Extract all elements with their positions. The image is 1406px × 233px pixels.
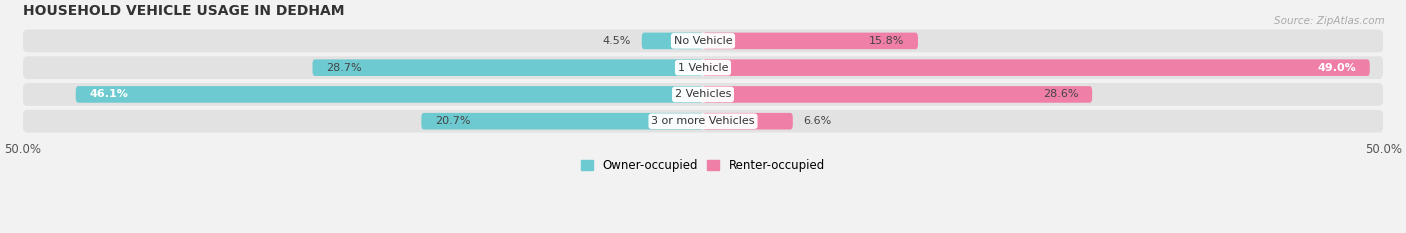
FancyBboxPatch shape (703, 33, 918, 49)
FancyBboxPatch shape (76, 86, 703, 103)
Text: HOUSEHOLD VEHICLE USAGE IN DEDHAM: HOUSEHOLD VEHICLE USAGE IN DEDHAM (22, 4, 344, 18)
Text: Source: ZipAtlas.com: Source: ZipAtlas.com (1274, 16, 1385, 26)
Text: 4.5%: 4.5% (603, 36, 631, 46)
Text: 28.6%: 28.6% (1043, 89, 1078, 99)
Text: 20.7%: 20.7% (434, 116, 471, 126)
FancyBboxPatch shape (22, 110, 1384, 133)
Text: No Vehicle: No Vehicle (673, 36, 733, 46)
FancyBboxPatch shape (22, 83, 1384, 106)
Text: 46.1%: 46.1% (90, 89, 128, 99)
FancyBboxPatch shape (312, 59, 703, 76)
Text: 49.0%: 49.0% (1317, 63, 1357, 73)
Text: 1 Vehicle: 1 Vehicle (678, 63, 728, 73)
FancyBboxPatch shape (22, 30, 1384, 52)
Text: 6.6%: 6.6% (804, 116, 832, 126)
FancyBboxPatch shape (703, 86, 1092, 103)
Text: 3 or more Vehicles: 3 or more Vehicles (651, 116, 755, 126)
FancyBboxPatch shape (22, 56, 1384, 79)
Legend: Owner-occupied, Renter-occupied: Owner-occupied, Renter-occupied (576, 154, 830, 176)
Text: 28.7%: 28.7% (326, 63, 361, 73)
Text: 2 Vehicles: 2 Vehicles (675, 89, 731, 99)
FancyBboxPatch shape (703, 59, 1369, 76)
FancyBboxPatch shape (641, 33, 703, 49)
FancyBboxPatch shape (703, 113, 793, 130)
FancyBboxPatch shape (422, 113, 703, 130)
Text: 15.8%: 15.8% (869, 36, 904, 46)
